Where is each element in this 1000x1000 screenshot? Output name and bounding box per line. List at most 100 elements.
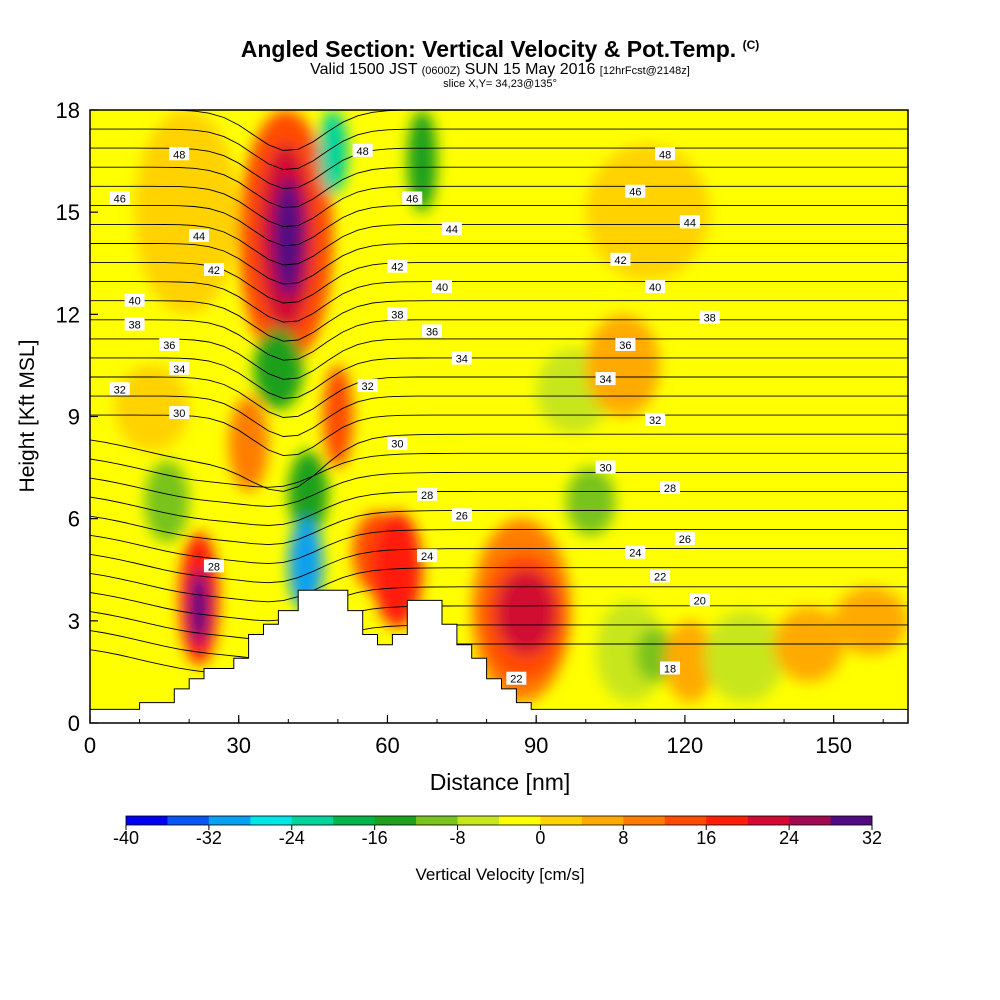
x-tick-label: 0	[84, 733, 96, 758]
theta-contour-line	[90, 147, 908, 190]
theta-label-text: 38	[391, 309, 403, 321]
velocity-cell	[774, 607, 844, 683]
theta-label: 32	[109, 382, 130, 396]
velocity-cell	[288, 518, 324, 611]
theta-contour-line	[90, 281, 908, 323]
theta-label-text: 28	[664, 483, 676, 495]
theta-label-text: 24	[629, 548, 641, 560]
theta-label: 30	[387, 436, 408, 451]
theta-contour-line	[90, 319, 908, 361]
theta-label-bg	[109, 382, 130, 396]
theta-contour-line	[90, 471, 908, 507]
colorbar-tick-label: 8	[618, 828, 628, 848]
theta-contour-line	[90, 338, 908, 380]
theta-label: 48	[655, 147, 676, 161]
theta-label-text: 48	[173, 149, 185, 161]
terrain	[89, 589, 909, 724]
theta-label: 32	[357, 378, 378, 393]
theta-contour-line	[90, 490, 908, 526]
theta-label-bg	[203, 559, 224, 573]
theta-label: 36	[615, 337, 636, 352]
colorbar-swatch	[789, 816, 831, 825]
theta-label: 32	[645, 412, 666, 427]
theta-label-text: 30	[599, 463, 611, 475]
theta-label-text: 46	[406, 194, 418, 206]
velocity-cell	[114, 365, 190, 451]
colorbar-swatch	[250, 816, 293, 825]
theta-label-text: 30	[391, 439, 403, 451]
velocity-cell	[144, 460, 190, 543]
y-tick-label: 18	[56, 98, 80, 123]
theta-label-bg	[674, 532, 695, 546]
colorbar: -40 -32 -24 -16 -8 0 8 16 24 32	[113, 815, 882, 848]
valid-prefix: Valid 1500 JST	[310, 61, 418, 78]
theta-label: 48	[169, 147, 190, 161]
theta-label: 36	[422, 324, 443, 338]
theta-contour-line	[90, 586, 908, 622]
colorbar-swatch	[374, 816, 417, 825]
theta-label: 30	[169, 406, 190, 420]
velocity-cell	[704, 610, 785, 703]
theta-label-text: 26	[456, 510, 468, 522]
chart-title: Angled Section: Vertical Velocity & Pot.…	[0, 36, 1000, 63]
theta-label-bg	[387, 307, 408, 321]
theta-label-text: 26	[679, 534, 691, 546]
colorbar-swatch	[623, 816, 666, 825]
y-tick-label: 15	[56, 200, 80, 225]
theta-label-bg	[124, 317, 145, 331]
theta-label-bg	[387, 259, 408, 273]
theta-label-bg	[441, 222, 462, 236]
colorbar-swatch	[457, 816, 500, 825]
theta-label: 34	[451, 351, 472, 366]
theta-label-bg	[169, 147, 190, 161]
theta-label: 40	[645, 280, 666, 294]
theta-contour-line	[90, 529, 908, 565]
theta-contour-line	[90, 223, 908, 266]
theta-label: 28	[660, 481, 681, 495]
colorbar-tick-label: -8	[450, 828, 466, 848]
colorbar-tick-label: -32	[196, 828, 222, 848]
theta-contour-line	[90, 395, 908, 437]
theta-label-text: 32	[649, 415, 661, 427]
theta-label-bg	[189, 229, 210, 243]
theta-label-text: 40	[649, 282, 661, 294]
colorbar-swatch	[581, 816, 624, 825]
theta-contour-line	[90, 567, 908, 603]
theta-label-bg	[402, 191, 423, 205]
colorbar-swatch	[664, 816, 707, 825]
theta-label-text: 42	[208, 265, 220, 277]
colorbar-swatch	[208, 816, 251, 825]
velocity-cell	[496, 569, 557, 655]
theta-label-text: 46	[629, 187, 641, 199]
theta-label-bg	[417, 549, 438, 563]
y-axis-label: Height [Kft MSL]	[16, 340, 39, 493]
theta-label-text: 40	[128, 296, 140, 308]
theta-label: 20	[689, 593, 710, 607]
valid-date: SUN 15 May 2016	[464, 61, 596, 78]
theta-label-bg	[645, 280, 666, 294]
theta-label-text: 20	[694, 595, 706, 607]
theta-contour-line	[90, 300, 908, 342]
theta-label: 38	[124, 317, 145, 332]
theta-label: 44	[679, 215, 700, 229]
colorbar-swatch	[416, 816, 458, 825]
theta-label-bg	[660, 661, 681, 675]
theta-label: 28	[203, 559, 224, 573]
colorbar-frame	[125, 815, 873, 826]
theta-contour-line	[90, 624, 908, 660]
theta-label-text: 30	[173, 408, 185, 420]
theta-label-text: 42	[391, 262, 403, 274]
theta-label-bg	[650, 569, 671, 583]
theta-label-text: 22	[654, 572, 666, 584]
colorbar-swatch	[291, 816, 334, 825]
velocity-cell	[833, 586, 908, 655]
colorbar-tick-label: -40	[113, 828, 139, 848]
y-tick-label: 3	[68, 609, 80, 634]
colorbar-tick-label: -16	[362, 828, 388, 848]
theta-label-bg	[655, 147, 676, 161]
theta-contour-line	[90, 433, 908, 492]
theta-label: 22	[650, 569, 671, 584]
theta-contour-line	[90, 185, 908, 228]
